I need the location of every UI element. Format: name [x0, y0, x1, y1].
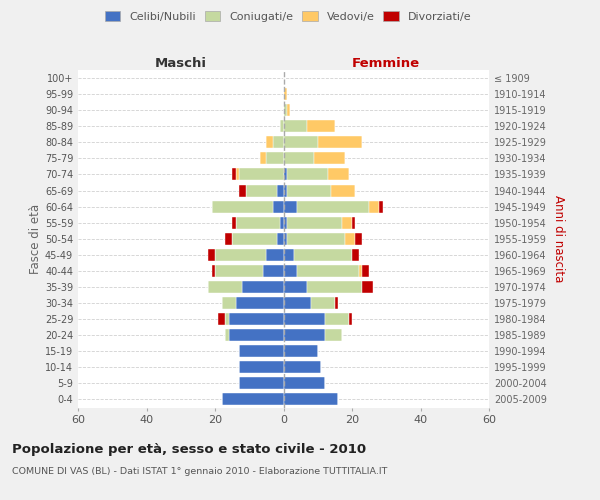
Bar	[311, 297, 335, 309]
Bar	[246, 184, 277, 196]
Bar	[236, 168, 239, 180]
Bar	[325, 313, 349, 325]
Bar	[263, 265, 284, 277]
Bar	[284, 88, 287, 100]
Bar	[314, 152, 345, 164]
Y-axis label: Fasce di età: Fasce di età	[29, 204, 42, 274]
Bar	[260, 152, 266, 164]
Bar	[239, 378, 284, 390]
Bar	[362, 265, 369, 277]
Bar	[284, 313, 325, 325]
Bar	[222, 394, 284, 406]
Bar	[352, 216, 355, 228]
Bar	[225, 329, 229, 341]
Bar	[232, 232, 277, 245]
Bar	[229, 313, 284, 325]
Bar	[284, 200, 297, 212]
Bar	[284, 216, 287, 228]
Bar	[239, 362, 284, 374]
Bar	[297, 265, 359, 277]
Bar	[284, 249, 294, 261]
Bar	[215, 265, 263, 277]
Bar	[208, 249, 215, 261]
Bar	[287, 216, 342, 228]
Bar	[215, 249, 266, 261]
Bar	[362, 281, 373, 293]
Bar	[236, 216, 280, 228]
Text: Femmine: Femmine	[352, 57, 421, 70]
Bar	[328, 168, 349, 180]
Bar	[287, 104, 290, 116]
Bar	[212, 265, 215, 277]
Bar	[284, 152, 314, 164]
Bar	[222, 297, 236, 309]
Bar	[318, 136, 362, 148]
Bar	[218, 313, 225, 325]
Bar	[287, 232, 345, 245]
Bar	[232, 168, 236, 180]
Bar	[280, 216, 284, 228]
Bar	[284, 329, 325, 341]
Bar	[239, 168, 284, 180]
Bar	[284, 120, 307, 132]
Bar	[297, 200, 369, 212]
Bar	[307, 281, 362, 293]
Bar	[239, 345, 284, 358]
Bar	[284, 378, 325, 390]
Bar	[355, 232, 362, 245]
Bar	[266, 136, 273, 148]
Bar	[342, 216, 352, 228]
Bar	[349, 313, 352, 325]
Bar	[287, 184, 331, 196]
Bar	[239, 184, 246, 196]
Bar	[242, 281, 284, 293]
Bar	[277, 184, 284, 196]
Bar	[325, 329, 342, 341]
Bar	[294, 249, 352, 261]
Bar	[208, 281, 242, 293]
Bar	[266, 249, 284, 261]
Bar	[335, 297, 338, 309]
Bar	[379, 200, 383, 212]
Bar	[266, 152, 284, 164]
Bar	[232, 216, 236, 228]
Bar	[225, 232, 232, 245]
Bar	[359, 265, 362, 277]
Bar	[369, 200, 379, 212]
Text: Popolazione per età, sesso e stato civile - 2010: Popolazione per età, sesso e stato civil…	[12, 442, 366, 456]
Bar	[273, 136, 284, 148]
Bar	[284, 104, 287, 116]
Bar	[284, 345, 318, 358]
Bar	[284, 394, 338, 406]
Bar	[212, 200, 273, 212]
Bar	[352, 249, 359, 261]
Bar	[287, 168, 328, 180]
Text: COMUNE DI VAS (BL) - Dati ISTAT 1° gennaio 2010 - Elaborazione TUTTITALIA.IT: COMUNE DI VAS (BL) - Dati ISTAT 1° genna…	[12, 468, 388, 476]
Y-axis label: Anni di nascita: Anni di nascita	[552, 195, 565, 282]
Legend: Celibi/Nubili, Coniugati/e, Vedovi/e, Divorziati/e: Celibi/Nubili, Coniugati/e, Vedovi/e, Di…	[101, 8, 475, 25]
Bar	[331, 184, 355, 196]
Bar	[284, 265, 297, 277]
Bar	[277, 232, 284, 245]
Bar	[284, 232, 287, 245]
Bar	[284, 297, 311, 309]
Bar	[307, 120, 335, 132]
Bar	[229, 329, 284, 341]
Bar	[284, 168, 287, 180]
Bar	[284, 362, 321, 374]
Bar	[284, 184, 287, 196]
Bar	[345, 232, 355, 245]
Bar	[225, 313, 229, 325]
Bar	[284, 281, 307, 293]
Bar	[236, 297, 284, 309]
Text: Maschi: Maschi	[155, 57, 207, 70]
Bar	[273, 200, 284, 212]
Bar	[280, 120, 284, 132]
Bar	[284, 136, 318, 148]
